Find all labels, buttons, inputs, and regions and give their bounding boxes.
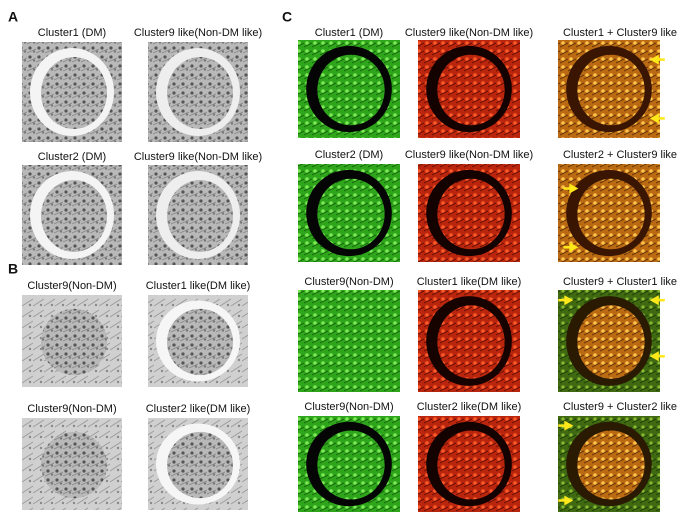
- micrograph: [418, 164, 520, 262]
- micrograph: [298, 290, 400, 392]
- glomerulus: [167, 57, 233, 129]
- image-title: Cluster9 + Cluster1 like: [563, 276, 677, 288]
- image-title: Cluster2 (DM): [38, 151, 106, 163]
- micrograph: [22, 295, 122, 387]
- image-title: Cluster9(Non-DM): [304, 401, 393, 413]
- glomerulus: [317, 305, 385, 379]
- glomerulus: [41, 57, 107, 129]
- image-title: Cluster9(Non-DM): [27, 403, 116, 415]
- micrograph: [558, 290, 665, 392]
- arrow: [564, 295, 574, 306]
- glomerulus: [317, 178, 385, 250]
- micrograph: [418, 290, 520, 392]
- image-title: Cluster1 (DM): [38, 27, 106, 39]
- glomerulus: [41, 431, 107, 499]
- micrograph: [558, 416, 660, 512]
- glomerulus: [577, 54, 645, 126]
- glomerulus: [167, 308, 233, 376]
- micrograph: [22, 42, 122, 142]
- image-title: Cluster2 (DM): [315, 149, 383, 161]
- arrow: [649, 295, 659, 306]
- arrow: [564, 420, 574, 431]
- image-title: Cluster9 like(Non-DM like): [134, 151, 262, 163]
- arrow: [649, 113, 659, 124]
- micrograph: [558, 164, 660, 262]
- arrow: [569, 183, 579, 194]
- figure-content: A B C Cluster1 (DM) Cluster9 like(Non-DM lik…: [8, 9, 677, 512]
- micrograph: [148, 165, 248, 265]
- image-title: Cluster2 + Cluster9 like: [563, 149, 677, 161]
- panel-label: B: [8, 261, 18, 277]
- glomerulus: [317, 430, 385, 500]
- micrograph: [558, 40, 665, 138]
- micrograph: [22, 418, 122, 510]
- glomerulus: [437, 430, 505, 500]
- glomerulus: [167, 431, 233, 499]
- micrograph: [298, 40, 400, 138]
- arrow: [649, 54, 659, 65]
- micrograph: [298, 416, 400, 512]
- image-title: Cluster1 like(DM like): [417, 276, 522, 288]
- arrow: [649, 351, 659, 362]
- image-title: Cluster9 + Cluster2 like: [563, 401, 677, 413]
- glomerulus: [437, 178, 505, 250]
- micrograph: [22, 165, 122, 265]
- glomerulus: [577, 430, 645, 500]
- panel-label: A: [8, 9, 18, 25]
- glomerulus: [317, 54, 385, 126]
- micrograph: [148, 418, 248, 510]
- micrograph: [148, 42, 248, 142]
- glomerulus: [437, 305, 505, 379]
- image-title: Cluster2 like(DM like): [417, 401, 522, 413]
- micrograph: [418, 416, 520, 512]
- arrow: [569, 242, 579, 253]
- image-title: Cluster9 like(Non-DM like): [405, 27, 533, 39]
- micrograph: [418, 40, 520, 138]
- image-title: Cluster9(Non-DM): [27, 280, 116, 292]
- image-title: Cluster2 like(DM like): [146, 403, 251, 415]
- glomerulus: [577, 178, 645, 250]
- image-title: Cluster1 (DM): [315, 27, 383, 39]
- glomerulus: [577, 305, 645, 379]
- arrow: [564, 495, 574, 506]
- glomerulus: [167, 180, 233, 252]
- image-title: Cluster1 + Cluster9 like: [563, 27, 677, 39]
- panel-label: C: [282, 9, 292, 25]
- glomerulus: [41, 180, 107, 252]
- image-title: Cluster9(Non-DM): [304, 276, 393, 288]
- image-title: Cluster9 like(Non-DM like): [405, 149, 533, 161]
- micrograph: [148, 295, 248, 387]
- glomerulus: [437, 54, 505, 126]
- image-title: Cluster9 like(Non-DM like): [134, 27, 262, 39]
- micrograph: [298, 164, 400, 262]
- glomerulus: [41, 308, 107, 376]
- image-title: Cluster1 like(DM like): [146, 280, 251, 292]
